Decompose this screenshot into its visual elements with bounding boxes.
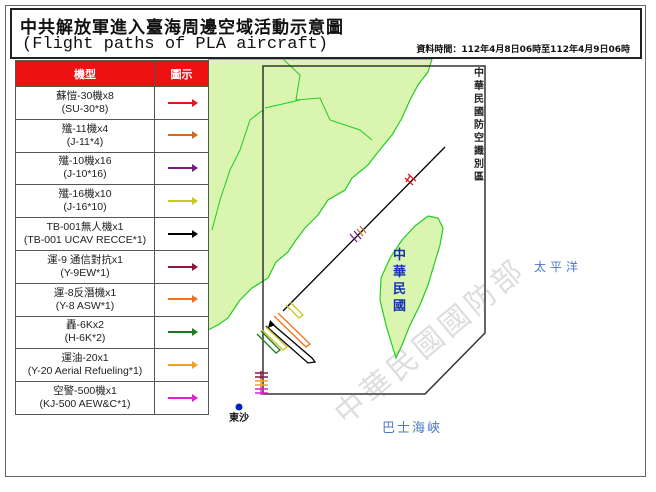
aircraft-zh: 運-8反潛機x1 [53, 286, 117, 299]
taiwan-label: 中華民國 [393, 248, 407, 314]
legend-symbol [154, 217, 209, 251]
aircraft-zh: 運-9 通信對抗x1 [47, 253, 123, 266]
arrow-icon [167, 131, 198, 140]
aircraft-en: (J-11*4) [66, 135, 104, 148]
aircraft-en: (Y-9EW*1) [60, 266, 110, 279]
legend-aircraft: 運-9 通信對抗x1 (Y-9EW*1) [15, 249, 155, 284]
arrow-icon [167, 328, 198, 337]
arrow-icon [167, 229, 198, 238]
j16-track-2 [261, 326, 289, 351]
y20-track [255, 379, 268, 387]
aircraft-en: (Y-20 Aerial Refueling*1) [27, 365, 143, 378]
aircraft-en: (H-6K*2) [64, 332, 106, 345]
arrow-icon [167, 295, 198, 304]
aircraft-zh: 空警-500機x1 [53, 385, 117, 398]
aircraft-zh: 轟-6Kx2 [66, 319, 104, 332]
aircraft-en: (J-16*10) [63, 201, 107, 214]
map: 中華民國防空識別區 中華民國 太平洋 巴士海峽 東沙 中華民國國防部 [207, 58, 640, 472]
legend-header: 機型 圖示 [15, 60, 209, 87]
legend-aircraft: 空警-500機x1 (KJ-500 AEW&C*1) [15, 381, 155, 415]
aircraft-zh: 運油-20x1 [61, 352, 109, 365]
legend-row: 蘇愷-30機x8 (SU-30*8) [15, 86, 209, 120]
dongsha-label: 東沙 [229, 413, 249, 424]
legend-symbol [154, 282, 209, 317]
legend-aircraft: 運-8反潛機x1 (Y-8 ASW*1) [15, 282, 155, 317]
legend-row: 轟-6Kx2 (H-6K*2) [15, 315, 209, 350]
arrow-icon [167, 98, 198, 107]
tb001-track [282, 146, 446, 312]
data-time: 資料時間：112年4月8日06時至112年4月9日06時 [416, 45, 630, 55]
aircraft-zh: TB-001無人機x1 [46, 221, 124, 234]
su30-track [404, 173, 417, 186]
kj500-track [255, 387, 268, 395]
legend-symbol [154, 184, 209, 219]
legend-row: 運-8反潛機x1 (Y-8 ASW*1) [15, 282, 209, 317]
arrow-icon [167, 197, 198, 205]
h6k-track [256, 330, 281, 354]
bashi-channel-label: 巴士海峽 [382, 421, 443, 436]
legend-aircraft: 殲-16機x10 (J-16*10) [15, 184, 155, 219]
legend-aircraft: TB-001無人機x1 (TB-001 UCAV RECCE*1) [15, 217, 155, 251]
legend-row: 殲-16機x10 (J-16*10) [15, 184, 209, 219]
legend-symbol [154, 381, 209, 415]
legend-row: 運-9 通信對抗x1 (Y-9EW*1) [15, 249, 209, 284]
legend-symbol [154, 151, 209, 186]
legend-col-icon: 圖示 [154, 60, 209, 87]
aircraft-en: (SU-30*8) [61, 102, 109, 115]
china-mainland [207, 58, 433, 331]
legend-aircraft: 轟-6Kx2 (H-6K*2) [15, 315, 155, 350]
legend-aircraft: 蘇愷-30機x8 (SU-30*8) [15, 86, 155, 120]
province-border [211, 58, 373, 231]
arrow-icon [167, 164, 198, 173]
aircraft-en: (TB-001 UCAV RECCE*1) [23, 234, 147, 247]
aircraft-zh: 蘇愷-30機x8 [56, 89, 114, 102]
aircraft-en: (J-10*16) [63, 168, 107, 181]
aircraft-zh: 殲-10機x16 [58, 155, 112, 168]
arrow-icon [167, 393, 198, 402]
dongsha-marker [235, 403, 243, 411]
legend-row: TB-001無人機x1 (TB-001 UCAV RECCE*1) [15, 217, 209, 251]
aircraft-zh: 殲-11機x4 [61, 122, 109, 135]
legend-row: 殲-10機x16 (J-10*16) [15, 151, 209, 186]
aircraft-zh: 殲-16機x10 [58, 188, 112, 201]
legend-aircraft: 殲-10機x16 (J-10*16) [15, 151, 155, 186]
j10-track [349, 230, 362, 243]
legend-row: 運油-20x1 (Y-20 Aerial Refueling*1) [15, 348, 209, 383]
pacific-label: 太平洋 [534, 260, 583, 274]
legend-aircraft: 運油-20x1 (Y-20 Aerial Refueling*1) [15, 348, 155, 383]
page-title: 中共解放軍進入臺海周邊空域活動示意圖 [20, 18, 344, 38]
tb001-loop [265, 321, 317, 364]
legend-symbol [154, 315, 209, 350]
j16-track-1 [285, 301, 304, 319]
legend-aircraft: 殲-11機x4 (J-11*4) [15, 118, 155, 153]
legend-symbol [154, 86, 209, 120]
legend-table: 機型 圖示 蘇愷-30機x8 (SU-30*8) 殲-11機x4 (J-11*4) 殲-… [15, 60, 209, 415]
arrow-icon [167, 262, 198, 271]
map-svg [207, 58, 486, 411]
adiz-label: 中華民國防空識別區 [474, 68, 484, 183]
title-box: 中共解放軍進入臺海周邊空域活動示意圖 (Flight paths of PLA … [10, 8, 642, 59]
legend-symbol [154, 348, 209, 383]
j11-track [356, 225, 367, 237]
aircraft-en: (Y-8 ASW*1) [55, 299, 115, 312]
legend-row: 空警-500機x1 (KJ-500 AEW&C*1) [15, 381, 209, 415]
legend-symbol [154, 118, 209, 153]
y9-track [255, 371, 268, 379]
page-subtitle: (Flight paths of PLA aircraft) [22, 35, 329, 54]
legend-row: 殲-11機x4 (J-11*4) [15, 118, 209, 153]
aircraft-en: (KJ-500 AEW&C*1) [39, 398, 131, 411]
legend-col-type: 機型 [15, 60, 155, 87]
legend-symbol [154, 249, 209, 284]
arrow-icon [167, 360, 198, 369]
taiwan-island [379, 215, 444, 360]
y8-track [273, 312, 311, 348]
